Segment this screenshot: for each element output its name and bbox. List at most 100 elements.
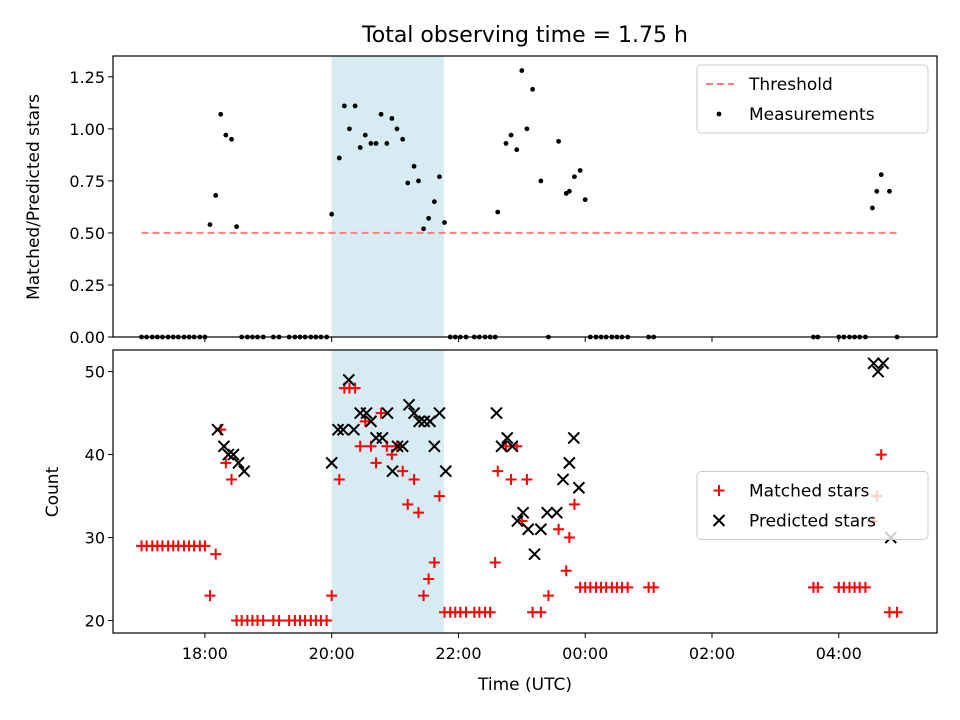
predicted-point xyxy=(396,440,409,453)
x-tick-label: 00:00 xyxy=(562,644,608,663)
matched-point xyxy=(220,457,232,469)
matched-point xyxy=(333,473,345,485)
measurement-point xyxy=(426,215,432,221)
matched-point xyxy=(397,465,409,477)
y-tick-label: 30 xyxy=(85,529,105,548)
measurement-point xyxy=(416,178,421,184)
measurement-point xyxy=(336,155,342,161)
predicted-point xyxy=(360,406,373,420)
measurement-point xyxy=(362,132,368,138)
measurement-point xyxy=(389,116,395,121)
matched-point xyxy=(375,407,387,419)
chart-title: Total observing time = 1.75 h xyxy=(361,23,688,48)
x-tick-label: 04:00 xyxy=(816,644,862,663)
predicted-point xyxy=(342,373,355,387)
matched-point xyxy=(408,473,420,485)
measurement-point xyxy=(234,224,240,230)
predicted-point xyxy=(540,506,554,519)
matched-point xyxy=(326,590,338,602)
predicted-point xyxy=(867,357,880,370)
predicted-point xyxy=(336,423,350,436)
y-tick-label: 1.00 xyxy=(69,120,105,139)
predicted-point xyxy=(325,456,338,470)
legend-swatch xyxy=(712,514,726,527)
predicted-point xyxy=(211,423,224,436)
predicted-point xyxy=(511,514,524,528)
y-tick-label: 1.25 xyxy=(69,68,105,87)
measurement-point xyxy=(229,136,234,142)
measurement-point xyxy=(530,86,536,92)
matched-point xyxy=(423,573,435,585)
measurement-point xyxy=(421,226,426,232)
predicted-point xyxy=(418,415,431,428)
x-tick-label: 02:00 xyxy=(689,644,735,663)
y-tick-label: 40 xyxy=(85,446,105,465)
matched-point xyxy=(349,382,361,394)
matched-point xyxy=(521,473,533,485)
matched-point xyxy=(433,490,445,502)
predicted-point xyxy=(506,440,519,453)
legend-box xyxy=(696,471,929,540)
measurement-point xyxy=(400,136,406,142)
matched-point xyxy=(199,540,211,552)
measurement-point xyxy=(508,132,514,138)
measurement-point xyxy=(874,188,880,194)
matched-point xyxy=(492,465,504,477)
matched-point xyxy=(370,457,382,469)
predicted-point xyxy=(222,448,235,461)
x-tick-label: 20:00 xyxy=(309,644,355,663)
highlight-span xyxy=(331,56,444,337)
matched-point xyxy=(542,590,554,602)
x-axis-ticks: 18:00 20:00 22:00 00:00 02:00 04:00 xyxy=(182,633,862,663)
measurement-point xyxy=(514,147,520,153)
top-panel: Total observing time = 1.75 h 0.000.250.… xyxy=(24,23,938,347)
predicted-point xyxy=(495,440,508,453)
legend: Matched stars Predicted stars xyxy=(696,471,929,540)
matched-point xyxy=(484,606,496,618)
predicted-point xyxy=(534,523,548,536)
predicted-point xyxy=(331,423,345,436)
predicted-point xyxy=(237,464,251,478)
measurement-point xyxy=(887,188,892,194)
predicted-point xyxy=(567,431,581,445)
measurement-point xyxy=(384,141,390,146)
predicted-point xyxy=(347,423,361,436)
predicted-point xyxy=(521,523,535,536)
measurement-point xyxy=(524,126,530,132)
legend-label: Matched stars xyxy=(749,482,869,502)
y-axis-ticks: 0.00 0.25 0.50 0.75 1.00 1.25 xyxy=(69,68,113,347)
predicted-point xyxy=(433,406,446,420)
matched-point xyxy=(553,523,565,535)
predicted-point xyxy=(402,398,416,411)
matched-point xyxy=(875,449,887,461)
measurement-point xyxy=(213,193,219,198)
predicted-point xyxy=(871,365,885,378)
matched-point xyxy=(812,581,824,593)
measurement-point xyxy=(538,178,544,184)
highlight-span xyxy=(331,350,444,633)
measurement-point xyxy=(437,174,442,180)
predicted-point xyxy=(428,440,441,453)
y-tick-label: 0.75 xyxy=(69,172,105,191)
matched-point xyxy=(489,556,501,568)
measurement-point xyxy=(373,141,379,146)
measurement-point xyxy=(878,172,884,178)
x-tick-label: 18:00 xyxy=(182,644,228,663)
measurement-point xyxy=(368,141,374,146)
measurement-point xyxy=(352,103,358,109)
predicted-point xyxy=(364,415,378,428)
legend: Threshold Measurements xyxy=(696,64,929,134)
legend-label: Measurements xyxy=(749,105,875,125)
matched-point xyxy=(560,565,572,577)
predicted-point xyxy=(407,406,421,420)
predicted-point xyxy=(528,547,541,561)
y-tick-label: 50 xyxy=(85,363,105,382)
matched-point xyxy=(563,532,575,544)
predicted-point xyxy=(376,431,389,445)
matched-point xyxy=(402,498,414,510)
measurement-point xyxy=(207,222,213,228)
y-axis-ticks: 20 30 40 50 xyxy=(85,363,113,631)
y-tick-label: 0.00 xyxy=(69,328,105,347)
